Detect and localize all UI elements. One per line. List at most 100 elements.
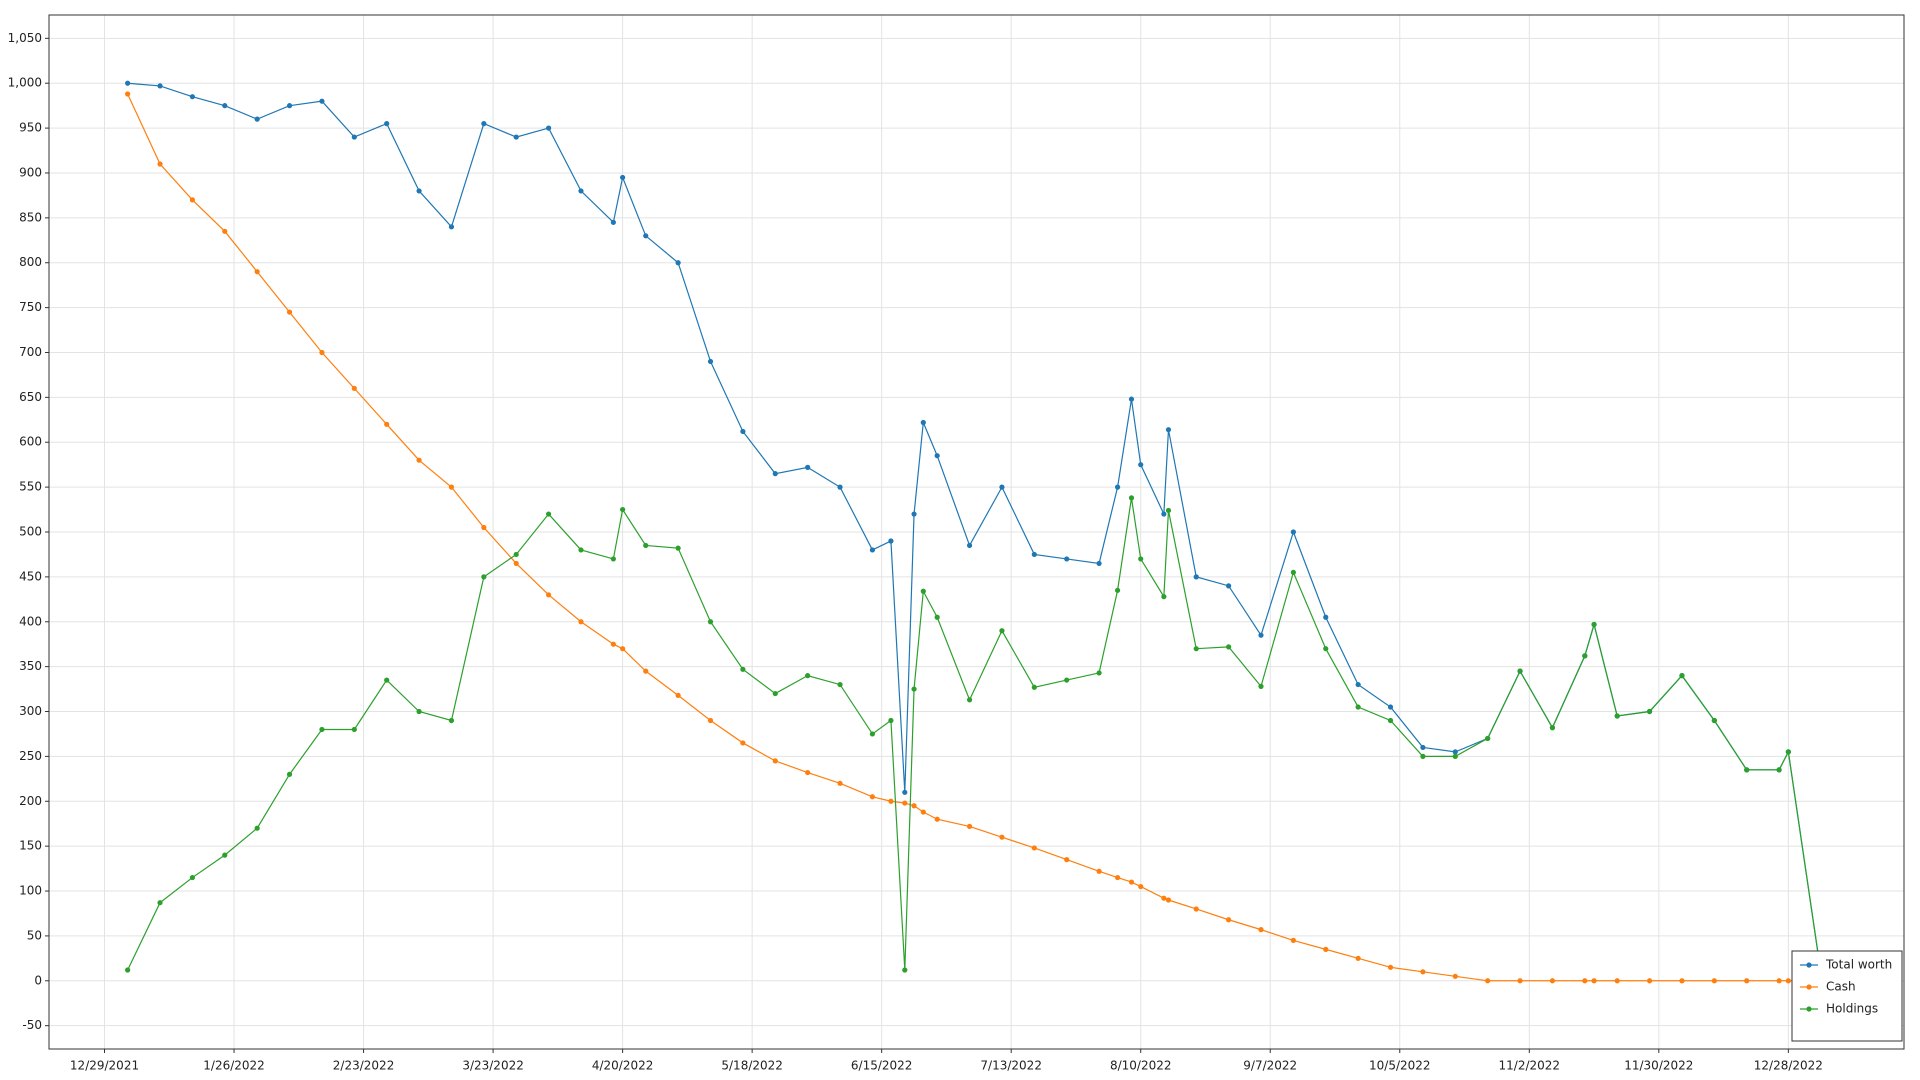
data-point bbox=[772, 471, 778, 477]
data-point bbox=[189, 94, 196, 100]
data-point bbox=[869, 731, 876, 737]
data-point bbox=[1785, 749, 1791, 755]
data-point bbox=[384, 421, 390, 427]
data-point bbox=[157, 83, 163, 89]
data-point bbox=[1064, 556, 1070, 562]
data-point bbox=[610, 219, 616, 225]
data-point bbox=[1128, 495, 1135, 501]
data-point bbox=[888, 798, 894, 804]
data-point bbox=[643, 233, 649, 239]
plot-frame bbox=[48, 14, 1905, 1050]
data-point bbox=[1646, 708, 1653, 715]
data-point bbox=[707, 717, 714, 724]
data-point bbox=[1226, 583, 1232, 589]
data-point bbox=[416, 188, 422, 194]
data-point bbox=[319, 726, 325, 733]
y-tick-label: 300 bbox=[19, 704, 42, 718]
data-point bbox=[1582, 978, 1588, 984]
data-point bbox=[351, 134, 357, 140]
y-tick-label: 200 bbox=[19, 794, 42, 808]
data-point bbox=[805, 673, 811, 679]
data-point bbox=[920, 809, 926, 815]
data-point bbox=[1452, 749, 1458, 755]
data-point bbox=[384, 677, 390, 683]
data-point bbox=[319, 98, 325, 104]
x-tick-label: 7/13/2022 bbox=[980, 1059, 1042, 1073]
data-point bbox=[1114, 874, 1121, 881]
data-point bbox=[772, 690, 778, 697]
data-point bbox=[286, 309, 293, 315]
data-point bbox=[911, 803, 917, 809]
data-point bbox=[1226, 644, 1232, 650]
data-point bbox=[1114, 587, 1121, 593]
y-tick-label: 350 bbox=[19, 659, 42, 673]
data-point bbox=[1744, 978, 1750, 984]
y-tick-label: 100 bbox=[19, 884, 42, 898]
data-point bbox=[837, 681, 843, 688]
data-point bbox=[1161, 594, 1167, 600]
data-point bbox=[1138, 556, 1144, 562]
data-point bbox=[578, 188, 584, 194]
data-point bbox=[837, 780, 843, 786]
data-point bbox=[1420, 753, 1426, 759]
data-point bbox=[481, 574, 487, 580]
data-point bbox=[1323, 946, 1329, 952]
data-point bbox=[1485, 978, 1491, 984]
data-point bbox=[384, 121, 390, 127]
data-point bbox=[125, 80, 131, 86]
data-point bbox=[888, 717, 894, 724]
data-point bbox=[1165, 897, 1172, 903]
x-tick-label: 3/23/2022 bbox=[462, 1059, 524, 1073]
data-point bbox=[319, 349, 325, 356]
data-point bbox=[578, 619, 584, 625]
data-point bbox=[1485, 735, 1491, 742]
data-point bbox=[1161, 895, 1167, 901]
data-point bbox=[1452, 973, 1458, 979]
data-point bbox=[125, 967, 131, 973]
data-point bbox=[125, 91, 131, 97]
x-tick-label: 12/28/2022 bbox=[1754, 1059, 1823, 1073]
data-point bbox=[888, 538, 894, 544]
y-tick-label: 650 bbox=[19, 390, 42, 404]
series-line bbox=[127, 93, 1821, 982]
data-point bbox=[546, 125, 552, 131]
data-point bbox=[286, 103, 293, 109]
data-point bbox=[1161, 511, 1167, 517]
data-point bbox=[920, 419, 926, 426]
data-point bbox=[351, 385, 357, 391]
data-point bbox=[1290, 937, 1296, 943]
data-point bbox=[1323, 646, 1329, 652]
x-tick-label: 10/5/2022 bbox=[1369, 1059, 1431, 1073]
series-line bbox=[127, 497, 1822, 972]
data-point bbox=[1776, 978, 1782, 984]
data-point bbox=[1646, 978, 1653, 984]
data-point bbox=[1165, 507, 1172, 514]
data-point bbox=[157, 161, 163, 167]
data-point bbox=[902, 800, 908, 806]
x-tick-label: 2/23/2022 bbox=[333, 1059, 395, 1073]
data-point bbox=[643, 668, 649, 674]
data-point bbox=[999, 628, 1005, 634]
data-point bbox=[1114, 484, 1121, 490]
data-point bbox=[869, 547, 876, 553]
data-point bbox=[934, 614, 940, 620]
data-point bbox=[1776, 767, 1782, 773]
data-point bbox=[1517, 668, 1523, 674]
y-tick-label: 150 bbox=[19, 839, 42, 853]
data-point bbox=[1785, 978, 1791, 984]
data-point bbox=[1128, 879, 1135, 885]
data-point bbox=[1591, 978, 1597, 984]
data-point bbox=[610, 641, 616, 647]
data-point bbox=[1614, 713, 1620, 719]
x-tick-label: 6/15/2022 bbox=[851, 1059, 913, 1073]
data-point bbox=[1258, 683, 1264, 689]
data-point bbox=[1096, 670, 1102, 676]
y-tick-label: 1,050 bbox=[8, 31, 42, 45]
data-point bbox=[805, 769, 811, 776]
y-tick-label: 800 bbox=[19, 255, 42, 269]
data-point bbox=[448, 484, 455, 490]
data-point bbox=[740, 740, 746, 746]
data-point bbox=[805, 464, 811, 470]
y-tick-label: 550 bbox=[19, 480, 42, 494]
